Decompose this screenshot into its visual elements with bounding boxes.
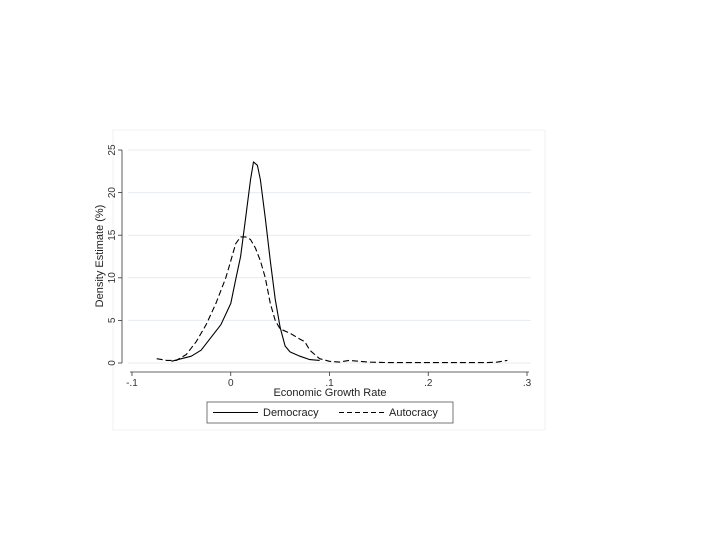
- y-tick-label: 25: [107, 144, 118, 156]
- series-lines: [156, 161, 508, 364]
- x-axis-title: Economic Growth Rate: [273, 387, 386, 399]
- y-axis-title: Density Estimate (%): [94, 205, 106, 308]
- x-tick-label: .2: [424, 378, 433, 389]
- y-tick-label: 10: [107, 272, 118, 284]
- y-tick-label: 0: [107, 360, 118, 366]
- series-line-autocracy: [156, 236, 508, 364]
- x-tick-label: .1: [325, 378, 334, 389]
- x-tick-label: .3: [523, 378, 532, 389]
- legend: Democracy Autocracy: [206, 401, 454, 424]
- legend-label-autocracy: Autocracy: [389, 407, 438, 419]
- y-tick-label: 20: [107, 187, 118, 199]
- y-tick-label: 15: [107, 229, 118, 241]
- axes: 0 5 10 15 20 25 -.1 0 .1 .2 .3: [107, 144, 532, 389]
- series-line-democracy: [171, 161, 320, 362]
- y-tick-label: 5: [107, 317, 118, 323]
- x-tick-label: 0: [228, 378, 234, 389]
- legend-box: [206, 401, 454, 424]
- x-tick-label: -.1: [126, 378, 138, 389]
- chart-panel: [112, 129, 546, 431]
- legend-label-democracy: Democracy: [263, 407, 319, 419]
